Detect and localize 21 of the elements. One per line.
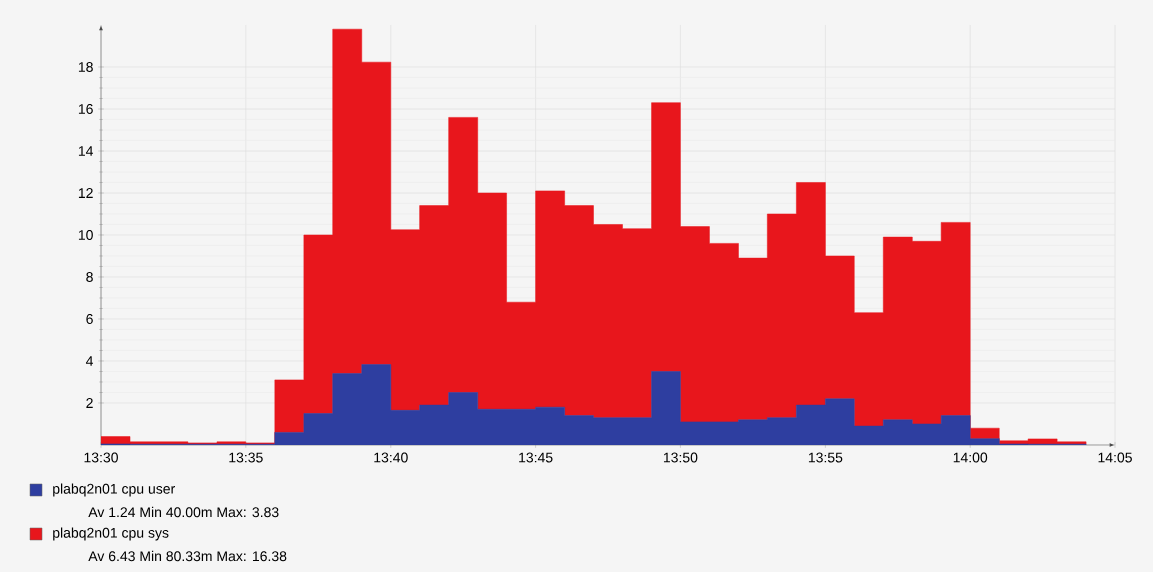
- legend-label: plabq2n01 cpu sys: [53, 527, 169, 541]
- x-tick-label: 13:35: [229, 452, 263, 463]
- x-tick-label: 13:50: [663, 452, 698, 463]
- text: Av 1.24 Min 40.00m Max: 3.83: [88, 506, 279, 518]
- y-tick-label: 10: [78, 230, 93, 240]
- y-tick-label: 18: [78, 62, 93, 72]
- x-tick-label: 13:30: [84, 452, 118, 463]
- x-tick-label: 13:40: [374, 452, 408, 463]
- y-tick-label: 16: [78, 104, 93, 114]
- text: Av 6.43 Min 80.33m Max: 16.38: [88, 550, 287, 562]
- x-tick-label: 13:55: [808, 452, 843, 463]
- y-tick-label: 14: [78, 146, 94, 156]
- y-tick-label: 2: [86, 398, 93, 408]
- y-tick-label: 6: [86, 314, 93, 324]
- x-tick-label: 14:00: [953, 452, 988, 463]
- x-tick-label: 14:05: [1098, 452, 1132, 463]
- legend-label: plabq2n01 cpu user: [53, 483, 175, 497]
- x-tick-label: 13:45: [519, 452, 553, 463]
- y-tick-label: 8: [86, 272, 93, 282]
- y-tick-label: 12: [78, 188, 93, 198]
- y-tick-label: 4: [85, 356, 94, 366]
